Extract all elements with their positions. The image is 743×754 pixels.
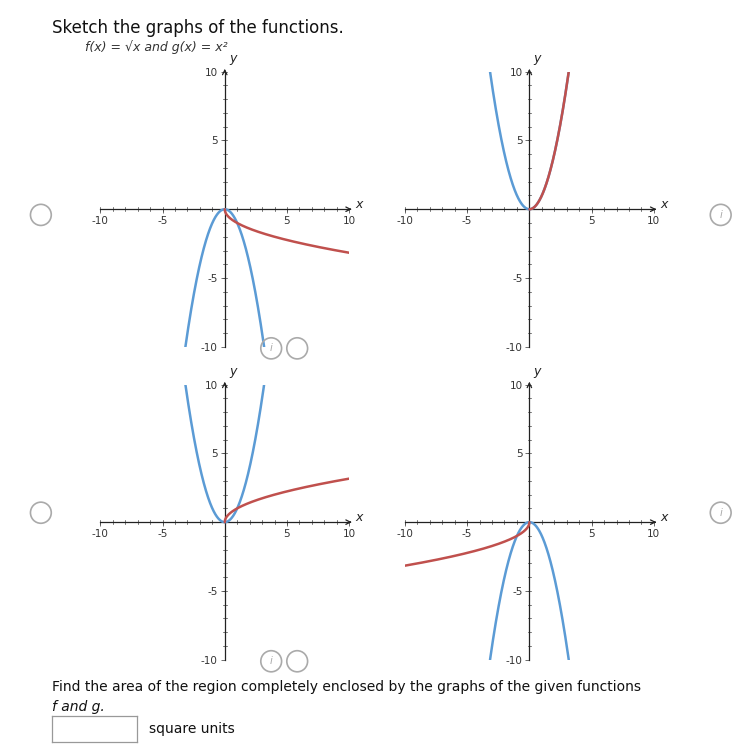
Text: i: i bbox=[270, 343, 273, 354]
Text: x: x bbox=[660, 510, 667, 524]
Text: i: i bbox=[719, 210, 722, 220]
Text: x: x bbox=[355, 198, 363, 211]
Text: y: y bbox=[229, 365, 236, 378]
Text: y: y bbox=[533, 365, 541, 378]
Text: y: y bbox=[229, 52, 236, 65]
Text: y: y bbox=[533, 52, 541, 65]
Text: i: i bbox=[270, 656, 273, 667]
Text: Sketch the graphs of the functions.: Sketch the graphs of the functions. bbox=[52, 19, 344, 37]
Text: i: i bbox=[719, 507, 722, 518]
Text: f(x) = √x and g(x) = x²: f(x) = √x and g(x) = x² bbox=[85, 41, 228, 54]
Text: x: x bbox=[355, 510, 363, 524]
Text: f and g.: f and g. bbox=[52, 700, 105, 714]
Text: square units: square units bbox=[149, 722, 234, 736]
Text: Find the area of the region completely enclosed by the graphs of the given funct: Find the area of the region completely e… bbox=[52, 680, 641, 694]
Text: x: x bbox=[660, 198, 667, 211]
